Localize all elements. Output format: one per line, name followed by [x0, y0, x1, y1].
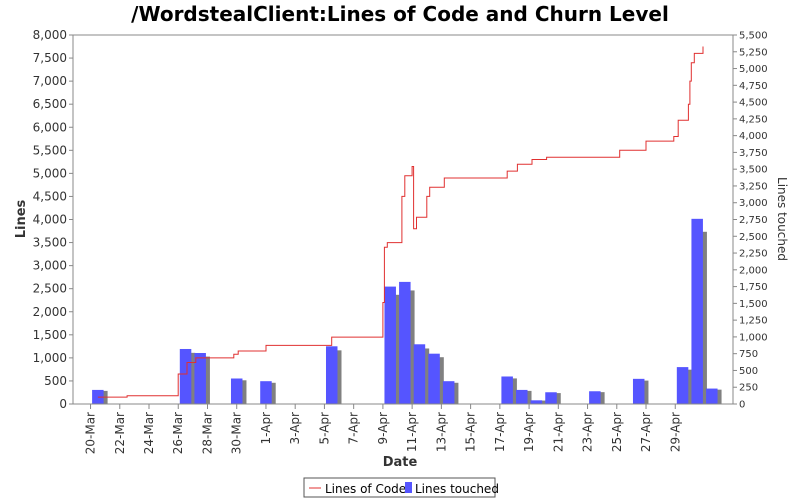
y2-tick-label: 3,250	[739, 181, 768, 192]
y-tick-label: 3,000	[33, 259, 67, 273]
y2-tick-label: 1,500	[739, 299, 768, 310]
y-tick-label: 4,500	[33, 189, 67, 203]
bar	[230, 378, 243, 404]
y-tick-label: 7,500	[33, 51, 67, 65]
y-tick-label: 2,500	[33, 282, 67, 296]
x-tick-label: 27-Apr	[639, 412, 653, 452]
bar	[428, 353, 440, 404]
bar	[545, 392, 557, 404]
x-tick-label: 19-Apr	[522, 412, 536, 452]
y-tick-label: 1,000	[33, 351, 67, 365]
x-tick-label: 23-Apr	[581, 412, 595, 452]
y2-tick-label: 4,000	[739, 131, 768, 142]
y2-tick-label: 1,750	[739, 282, 768, 293]
y-tick-label: 500	[44, 374, 67, 388]
y-axis-right: 0 250 500 750 1,000 1,250 1,500 1,750 2,000 2,250…	[733, 31, 768, 411]
bar	[676, 367, 689, 404]
bar	[516, 389, 528, 404]
y-tick-label: 5,000	[33, 166, 67, 180]
x-tick-label: 11-Apr	[405, 412, 419, 452]
y2-tick-label: 500	[739, 366, 758, 377]
y2-tick-label: 3,750	[739, 148, 768, 159]
x-tick-label: 25-Apr	[610, 412, 624, 452]
bar	[442, 381, 455, 404]
bar	[706, 388, 718, 404]
y2-tick-label: 750	[739, 349, 758, 360]
y2-tick-label: 4,750	[739, 81, 768, 92]
y2-tick-label: 1,250	[739, 316, 768, 327]
y2-tick-label: 2,250	[739, 249, 768, 260]
y2-tick-label: 2,000	[739, 265, 768, 276]
bar	[399, 281, 411, 404]
bar	[691, 218, 703, 404]
y2-tick-label: 3,500	[739, 165, 768, 176]
bar-series	[92, 218, 722, 404]
y-tick-label: 6,000	[33, 120, 67, 134]
y2-tick-label: 3,000	[739, 198, 768, 209]
bar	[194, 353, 206, 404]
x-tick-label: 7-Apr	[347, 412, 361, 445]
y-tick-label: 8,000	[33, 28, 67, 42]
y-tick-label: 3,500	[33, 236, 67, 250]
x-tick-label: 9-Apr	[376, 412, 390, 445]
x-axis-label: Date	[383, 455, 418, 470]
y2-tick-label: 0	[739, 400, 745, 411]
bar	[589, 391, 601, 404]
y-tick-label: 4,000	[33, 213, 67, 227]
x-tick-label: 17-Apr	[493, 412, 507, 452]
y2-tick-label: 2,500	[739, 232, 768, 243]
x-tick-label: 24-Mar	[142, 412, 156, 454]
y-tick-label: 0	[59, 397, 67, 411]
y-axis-label: Lines	[14, 199, 29, 238]
chart-title: /WordstealClient:Lines of Code and Churn…	[131, 2, 669, 26]
bar	[325, 346, 338, 404]
x-tick-label: 21-Apr	[551, 412, 565, 452]
plot-area	[72, 34, 734, 405]
x-tick-label: 26-Mar	[171, 412, 185, 454]
x-tick-label: 22-Mar	[113, 412, 127, 454]
x-tick-label: 1-Apr	[259, 412, 273, 445]
legend: Lines of Code Lines touched	[303, 477, 499, 498]
x-tick-label: 20-Mar	[84, 412, 98, 454]
bar	[530, 400, 543, 404]
legend-bar-swatch	[405, 482, 412, 493]
y-tick-label: 6,500	[33, 97, 67, 111]
y2-tick-label: 5,000	[739, 64, 768, 75]
y-tick-label: 7,000	[33, 74, 67, 88]
y-tick-label: 1,500	[33, 328, 67, 342]
x-tick-label: 3-Apr	[288, 412, 302, 445]
bar	[92, 389, 104, 404]
bar	[260, 381, 272, 404]
bar	[632, 378, 645, 404]
x-tick-label: 13-Apr	[434, 412, 448, 452]
y2-tick-label: 1,000	[739, 332, 768, 343]
y-tick-label: 2,000	[33, 305, 67, 319]
y-tick-label: 5,500	[33, 143, 67, 157]
x-tick-label: 28-Mar	[200, 412, 214, 454]
y2-tick-label: 4,250	[739, 114, 768, 125]
x-axis: 20-Mar 22-Mar 24-Mar 26-Mar 28-Mar 30-Mar 1-Ap…	[84, 404, 682, 454]
x-tick-label: 15-Apr	[464, 412, 478, 452]
bar	[501, 376, 513, 404]
bar	[179, 348, 192, 404]
y2-tick-label: 4,500	[739, 98, 768, 109]
lines-of-code-line	[97, 46, 704, 398]
y-axis-left: 0 500 1,000 1,500 2,000 2,500 3,000 3,500 4,000 4…	[33, 28, 73, 411]
legend-label-loc: Lines of Code	[325, 482, 406, 496]
y2-tick-label: 2,750	[739, 215, 768, 226]
y2-tick-label: 5,500	[739, 31, 768, 42]
bar	[413, 344, 426, 404]
legend-label-touched: Lines touched	[415, 482, 499, 496]
y2-tick-label: 5,250	[739, 47, 768, 58]
y2-axis-label: Lines touched	[775, 177, 789, 261]
x-tick-label: 29-Apr	[668, 412, 682, 452]
y2-tick-label: 250	[739, 383, 758, 394]
bar	[384, 286, 396, 404]
legend-box	[303, 477, 496, 498]
x-tick-label: 30-Mar	[230, 412, 244, 454]
x-tick-label: 5-Apr	[317, 412, 331, 445]
